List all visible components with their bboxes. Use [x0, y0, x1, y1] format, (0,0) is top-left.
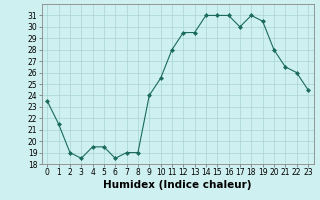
- X-axis label: Humidex (Indice chaleur): Humidex (Indice chaleur): [103, 180, 252, 190]
